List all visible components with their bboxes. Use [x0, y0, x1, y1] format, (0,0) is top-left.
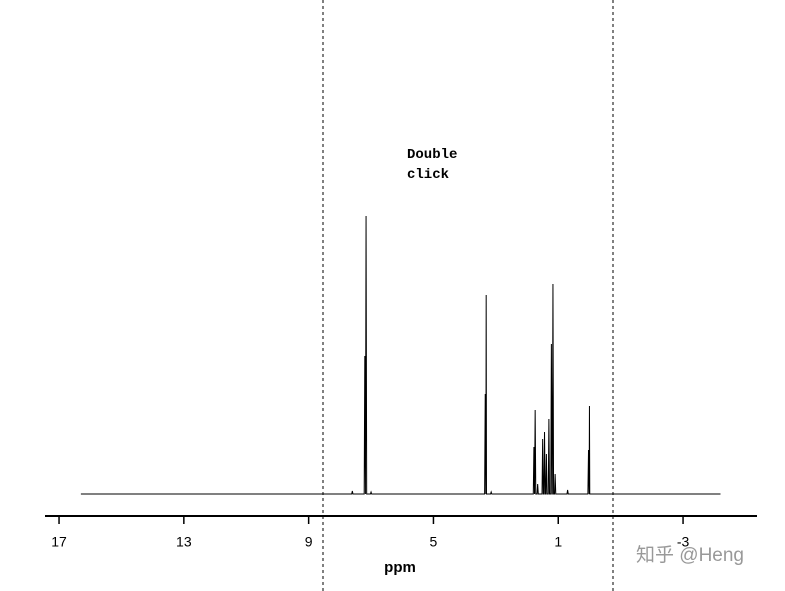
- spectrum-line: [80, 215, 721, 495]
- x-tick-label: 5: [430, 534, 438, 550]
- x-tick-label: 1: [554, 534, 562, 550]
- x-tick-label: -3: [677, 534, 690, 550]
- annotation: Double click: [407, 147, 457, 183]
- x-tick-label: 17: [51, 534, 67, 550]
- watermark: 知乎 @Heng: [636, 544, 744, 566]
- x-tick-label: 13: [176, 534, 192, 550]
- x-tick-label: 9: [305, 534, 313, 550]
- x-axis-label: ppm: [384, 559, 416, 576]
